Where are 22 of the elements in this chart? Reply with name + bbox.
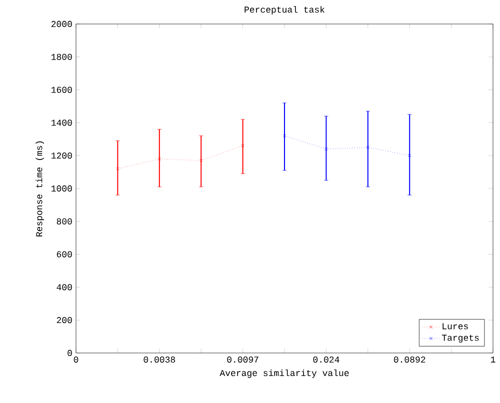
y-tick-label: 1800 — [52, 54, 72, 60]
x-tick-label: 0.0038 — [144, 356, 176, 363]
y-tick-label: 600 — [56, 251, 72, 258]
y-tick-label: 0 — [68, 350, 72, 356]
chart-title: Perceptual task — [244, 6, 325, 14]
x-tick-label: 0.0097 — [227, 356, 258, 363]
x-tick-label: 0 — [74, 356, 78, 363]
y-tick-label: 1000 — [52, 185, 72, 192]
y-tick-label: 1400 — [52, 120, 72, 126]
x-tick-label: 1 — [490, 356, 496, 362]
legend-label: Lures — [442, 323, 468, 330]
y-tick-label: 1200 — [52, 152, 72, 159]
y-tick-label: 800 — [56, 218, 72, 224]
y-tick-label: 400 — [56, 284, 72, 290]
x-tick-label: 0.0892 — [394, 356, 426, 363]
x-axis-title: Average similarity value — [220, 369, 349, 378]
y-tick-label: 200 — [56, 317, 72, 324]
x-tick-label: 0.024 — [313, 356, 340, 363]
y-tick-label: 1600 — [52, 86, 72, 93]
y-tick-label: 2000 — [51, 20, 72, 28]
y-axis-title: Response time (ms) — [36, 141, 44, 236]
legend-label: Targets — [442, 334, 479, 343]
